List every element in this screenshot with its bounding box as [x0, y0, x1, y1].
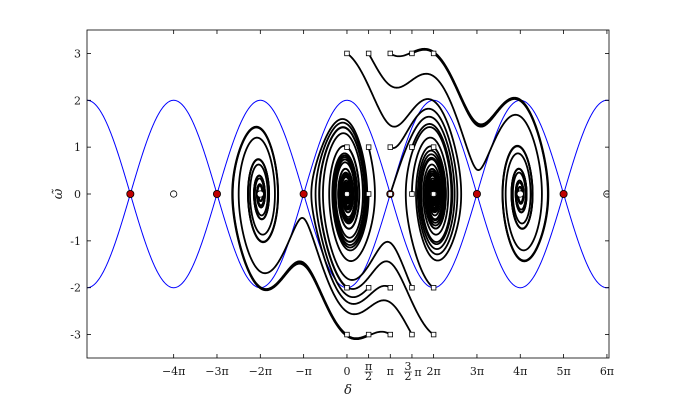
x-tick-denominator: 2 [404, 370, 411, 383]
initial-condition-9 [430, 144, 437, 150]
x-tick-label-4: 0 [343, 365, 350, 378]
y-axis-label: ω̃ [51, 188, 66, 199]
saddle-point-4 [472, 189, 481, 198]
saddle-point-5 [559, 189, 568, 198]
initial-condition-10 [344, 191, 350, 197]
initial-condition-1 [365, 50, 372, 57]
x-tick-label-6: π [387, 365, 394, 378]
y-tick-label-4: -1 [70, 235, 81, 248]
x-tick-label-5: π2 [364, 360, 373, 383]
stable-point-0 [170, 190, 178, 198]
initial-condition-23 [409, 331, 415, 338]
saddle-point-2 [299, 189, 308, 198]
trajectory-23 [237, 136, 413, 336]
x-tick-numerator: π [365, 360, 372, 373]
trajectory-17 [310, 118, 391, 305]
trajectory-24 [318, 126, 435, 336]
x-tick-label-2: −2π [249, 365, 272, 378]
y-tick-label-1: 2 [74, 94, 81, 107]
y-tick-label-3: 0 [74, 188, 81, 201]
x-tick-label-7: 32 π [403, 360, 422, 383]
trajectory-4 [433, 52, 549, 262]
x-tick-label-12: 6π [600, 365, 614, 378]
initial-condition-12 [387, 191, 393, 197]
x-tick-label-8: 2π [426, 365, 440, 378]
initial-condition-2 [387, 50, 393, 57]
x-tick-label-1: −3π [205, 365, 228, 378]
y-tick-label-6: -3 [70, 329, 81, 342]
trajectory-12 [389, 115, 456, 250]
y-tick-label-0: 3 [74, 47, 81, 60]
initial-condition-3 [409, 50, 415, 57]
initial-condition-0 [344, 50, 350, 57]
initial-condition-7 [387, 144, 393, 150]
y-tick-label-2: 1 [74, 141, 81, 154]
initial-condition-8 [409, 144, 415, 150]
x-tick-numerator: 3 [404, 360, 411, 373]
x-tick-label-10: 4π [513, 365, 527, 378]
initial-condition-15 [344, 285, 350, 291]
initial-condition-20 [344, 331, 350, 338]
initial-condition-21 [365, 331, 372, 338]
saddle-point-1 [212, 189, 221, 198]
x-tick-label-9: 3π [470, 365, 484, 378]
initial-condition-13 [409, 191, 415, 197]
initial-condition-16 [365, 285, 372, 291]
x-tick-denominator: 2 [365, 370, 372, 383]
initial-condition-11 [365, 191, 372, 197]
saddle-point-0 [126, 189, 135, 198]
initial-condition-22 [387, 331, 393, 338]
x-tick-suffix: π [414, 366, 421, 379]
initial-condition-4 [430, 50, 437, 57]
y-tick-label-5: -2 [70, 282, 81, 295]
trajectory-19 [404, 126, 453, 289]
initial-condition-24 [430, 331, 437, 338]
x-tick-label-0: −4π [162, 365, 185, 378]
x-tick-label-3: −π [295, 365, 311, 378]
plot-area [87, 47, 609, 341]
trajectory-1 [367, 52, 543, 252]
initial-condition-5 [344, 144, 350, 150]
initial-condition-19 [430, 285, 437, 291]
initial-condition-17 [387, 285, 393, 291]
x-axis-label: δ [344, 383, 352, 398]
initial-condition-18 [409, 285, 415, 291]
initial-condition-6 [365, 144, 372, 150]
stable-point-4 [516, 190, 524, 198]
x-tick-label-11: 5π [556, 365, 570, 378]
stable-point-1 [256, 190, 264, 198]
initial-condition-14 [430, 191, 437, 197]
